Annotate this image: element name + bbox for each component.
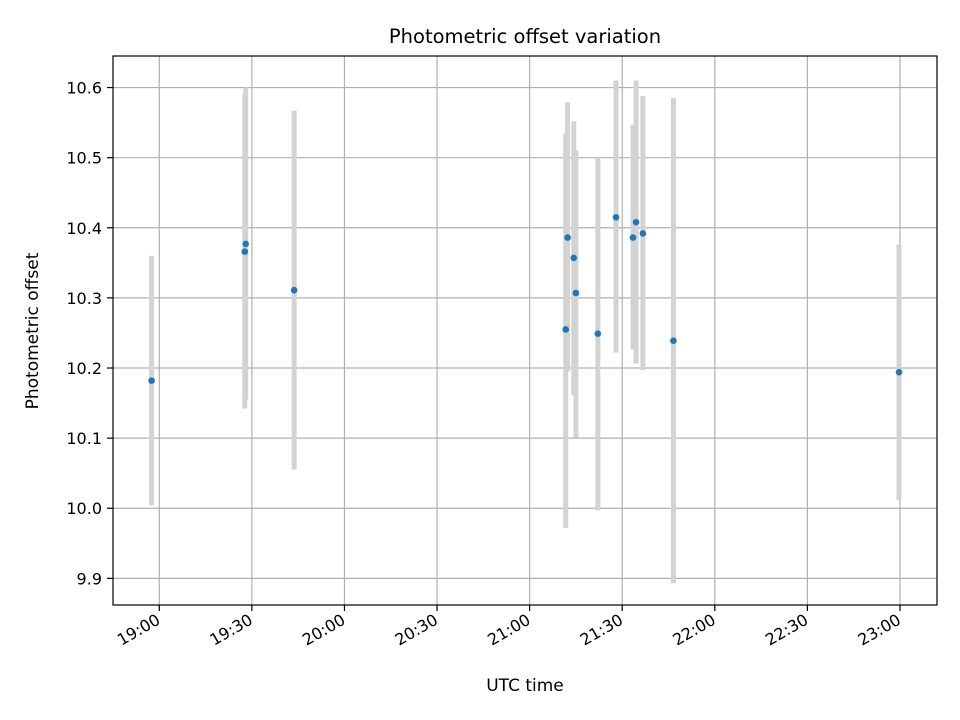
data-point bbox=[670, 337, 677, 344]
y-axis-label: Photometric offset bbox=[23, 252, 43, 409]
data-point bbox=[562, 326, 570, 333]
grid-lines bbox=[113, 56, 937, 605]
y-tick-label: 10.2 bbox=[66, 359, 102, 378]
data-point bbox=[290, 286, 298, 294]
data-point bbox=[594, 330, 602, 337]
y-tick-label: 10.5 bbox=[66, 149, 102, 168]
data-point bbox=[639, 230, 647, 237]
data-point bbox=[612, 213, 620, 221]
data-point bbox=[241, 248, 249, 255]
x-axis-label: UTC time bbox=[486, 676, 564, 696]
y-tick-label: 10.0 bbox=[66, 499, 102, 518]
data-points bbox=[148, 213, 903, 384]
data-point bbox=[895, 368, 903, 376]
y-tick-label: 10.3 bbox=[66, 289, 102, 308]
plot-frame bbox=[112, 55, 938, 606]
data-point bbox=[632, 218, 640, 226]
data-point bbox=[242, 240, 250, 248]
y-axis-ticks: 9.9 10.0 10.1 10.2 10.3 10.4 10.5 10.6 bbox=[66, 79, 113, 588]
data-point bbox=[629, 234, 637, 241]
y-tick-label: 9.9 bbox=[77, 569, 102, 588]
y-tick-label: 10.4 bbox=[66, 219, 102, 238]
data-point bbox=[570, 254, 578, 262]
y-tick-label: 10.1 bbox=[66, 429, 102, 448]
y-tick-label: 10.6 bbox=[66, 79, 102, 98]
data-point bbox=[564, 234, 571, 241]
data-point bbox=[148, 377, 155, 384]
data-point bbox=[572, 289, 580, 297]
chart-title: Photometric offset variation bbox=[389, 25, 661, 48]
